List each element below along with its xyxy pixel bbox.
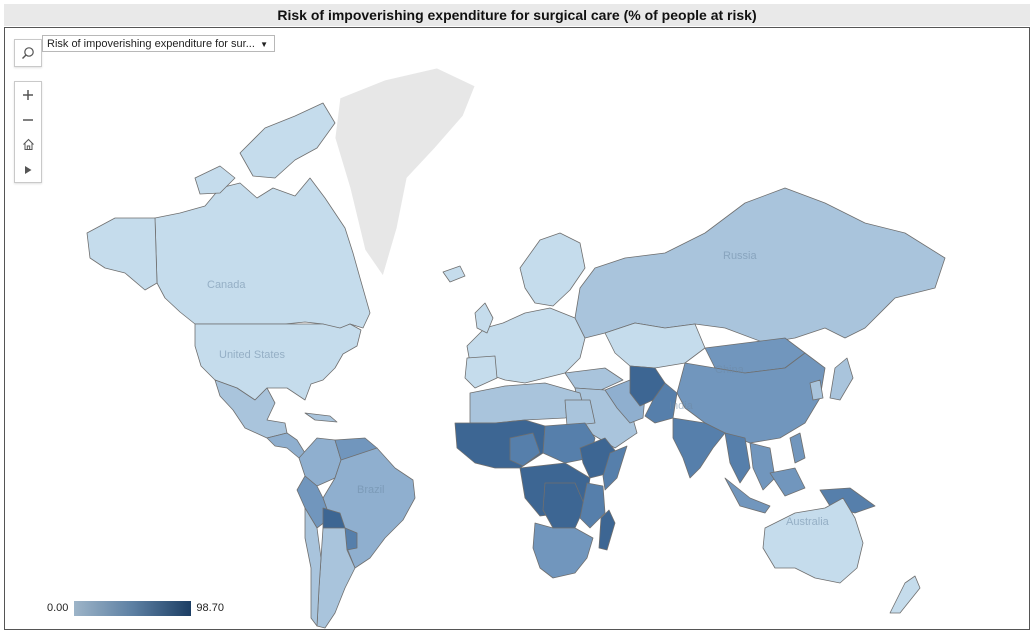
- label-brazil: Brazil: [357, 484, 385, 496]
- region-uk[interactable]: [474, 302, 494, 334]
- label-canada: Canada: [207, 279, 246, 291]
- region-canada-islands-2[interactable]: [194, 165, 236, 195]
- world-map[interactable]: Canada United States Brazil Russia China…: [5, 28, 1029, 629]
- region-egypt[interactable]: [564, 399, 596, 427]
- region-iceland[interactable]: [442, 265, 466, 283]
- search-icon: [22, 47, 34, 59]
- home-button[interactable]: [15, 132, 41, 157]
- measure-dropdown-label: Risk of impoverishing expenditure for su…: [47, 38, 255, 50]
- play-icon: [25, 165, 32, 174]
- region-new-zealand[interactable]: [889, 575, 921, 614]
- minus-icon: [23, 118, 33, 121]
- region-russia[interactable]: [574, 187, 946, 344]
- region-central-america[interactable]: [266, 432, 306, 459]
- zoom-out-button[interactable]: [15, 107, 41, 132]
- region-australia[interactable]: [762, 497, 864, 584]
- label-united-states: United States: [219, 349, 286, 361]
- region-indonesia[interactable]: [724, 477, 771, 514]
- region-chile[interactable]: [304, 507, 322, 627]
- home-icon: [22, 138, 34, 150]
- region-vietnam[interactable]: [749, 442, 776, 491]
- region-turkey[interactable]: [564, 367, 624, 391]
- zoom-in-button[interactable]: [15, 82, 41, 107]
- region-japan[interactable]: [829, 357, 854, 401]
- plus-icon: [23, 89, 33, 100]
- region-philippines[interactable]: [789, 432, 806, 464]
- region-east-africa[interactable]: [579, 482, 606, 529]
- region-iberia[interactable]: [464, 355, 498, 389]
- legend-max-label: 98.70: [196, 602, 224, 614]
- region-somalia[interactable]: [602, 445, 628, 491]
- map-frame[interactable]: Canada United States Brazil Russia China…: [4, 27, 1030, 630]
- region-india[interactable]: [672, 417, 726, 479]
- play-button[interactable]: [15, 157, 41, 182]
- region-kazakhstan[interactable]: [604, 322, 706, 369]
- region-canada[interactable]: [154, 177, 371, 333]
- map-controls: [14, 81, 42, 183]
- region-southern-africa[interactable]: [532, 522, 594, 579]
- region-greenland[interactable]: [334, 67, 476, 277]
- legend-gradient-bar: [74, 600, 192, 616]
- search-button[interactable]: [14, 39, 42, 67]
- measure-dropdown[interactable]: Risk of impoverishing expenditure for su…: [42, 35, 275, 52]
- region-mexico[interactable]: [214, 379, 288, 439]
- region-borneo[interactable]: [769, 467, 806, 497]
- region-scandinavia[interactable]: [519, 232, 586, 307]
- label-russia: Russia: [723, 250, 758, 262]
- chevron-down-icon: ▼: [260, 40, 268, 49]
- map-title-bar: Risk of impoverishing expenditure for su…: [4, 4, 1030, 26]
- label-china: China: [715, 364, 745, 376]
- label-india: India: [669, 400, 694, 412]
- color-legend: 0.00 98.70: [47, 600, 224, 616]
- region-nigeria[interactable]: [509, 432, 541, 467]
- region-madagascar[interactable]: [598, 509, 616, 551]
- region-canada-islands[interactable]: [239, 102, 336, 179]
- map-title: Risk of impoverishing expenditure for su…: [277, 7, 757, 23]
- region-china[interactable]: [676, 352, 826, 444]
- region-cuba[interactable]: [304, 412, 338, 423]
- legend-min-label: 0.00: [47, 602, 69, 614]
- region-myanmar[interactable]: [724, 432, 751, 484]
- region-alaska[interactable]: [86, 217, 158, 291]
- region-korea[interactable]: [809, 379, 824, 401]
- label-australia: Australia: [786, 516, 830, 528]
